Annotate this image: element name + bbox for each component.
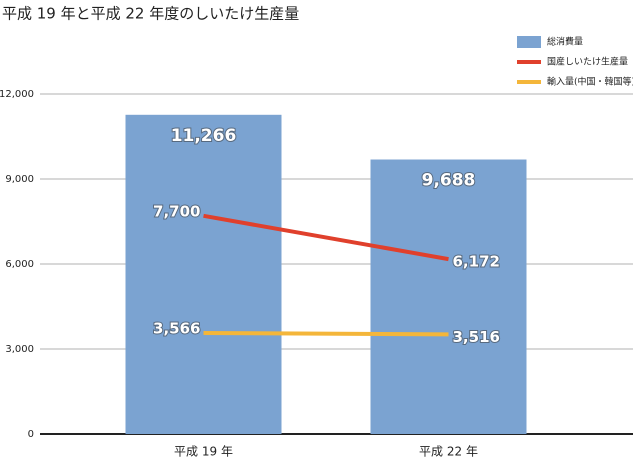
y-tick-label: 9,000	[5, 174, 34, 185]
bar-value-label: 9,688	[422, 171, 476, 191]
y-tick-label: 12,000	[0, 89, 34, 100]
line-value-label: 3,566	[153, 319, 200, 337]
bar-value-label: 11,266	[171, 126, 237, 146]
y-tick-label: 3,000	[5, 344, 34, 355]
line	[203, 330, 449, 337]
legend-label: 国産しいたけ生産量	[547, 56, 628, 68]
bar	[125, 114, 282, 435]
y-tick-label: 6,000	[5, 259, 34, 270]
x-tick-label: 平成 19 年	[174, 445, 233, 459]
chart-title: 平成 19 年と平成 22 年度のしいたけ生産量	[2, 5, 299, 23]
bar	[370, 159, 527, 435]
legend-swatch	[517, 36, 541, 48]
x-tick-label: 平成 22 年	[419, 445, 478, 459]
legend-label: 総消費量	[547, 36, 583, 48]
line	[203, 213, 449, 262]
legend-label: 輸入量(中国・韓国等)	[547, 76, 633, 88]
y-tick-label: 0	[28, 429, 34, 440]
line-value-label: 7,700	[153, 202, 200, 220]
line-value-label: 3,516	[453, 328, 500, 346]
line-value-label: 6,172	[453, 253, 500, 271]
